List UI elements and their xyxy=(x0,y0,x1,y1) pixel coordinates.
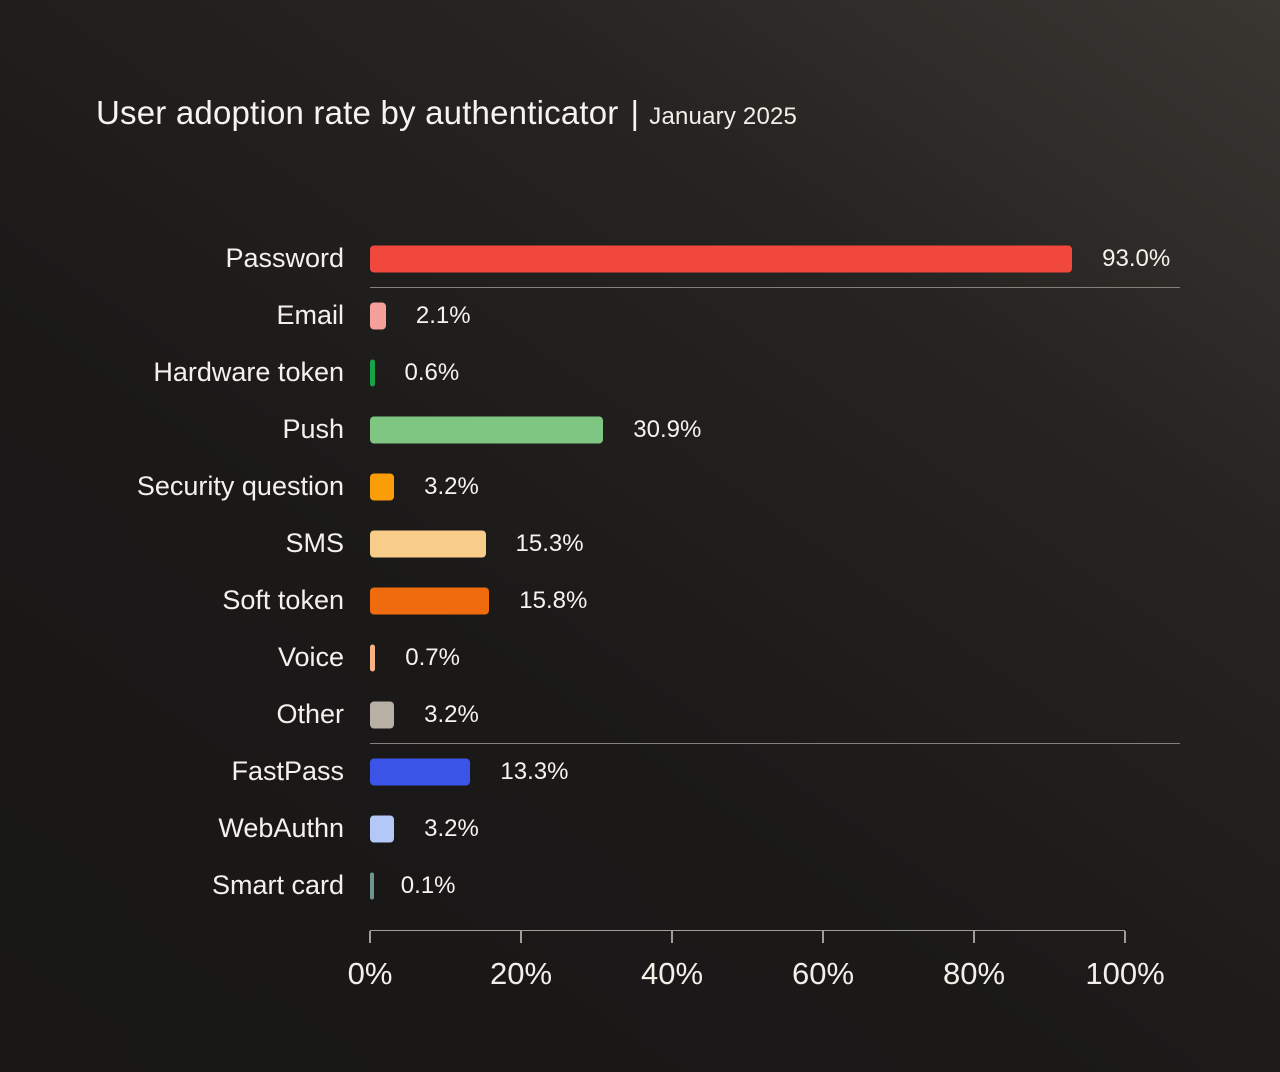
bar-rows: Password 93.0% Email 2.1% Hardware token 0.6%… xyxy=(0,230,1180,914)
value-label: 3.2% xyxy=(424,472,479,500)
chart-row: Voice 0.7% xyxy=(0,629,1180,686)
bar xyxy=(370,245,1073,272)
bar-area: 3.2% xyxy=(370,458,1125,515)
chart-row: Hardware token 0.6% xyxy=(0,344,1180,401)
category-label: FastPass xyxy=(231,756,344,786)
value-label: 0.6% xyxy=(404,358,460,386)
axis-tick xyxy=(1124,931,1126,943)
category-label: Hardware token xyxy=(153,357,344,387)
axis-tick-label: 100% xyxy=(1085,956,1165,991)
bar-area: 30.9% xyxy=(370,401,1125,458)
value-label: 0.7% xyxy=(405,643,460,671)
chart-row: Push 30.9% xyxy=(0,401,1180,458)
value-label: 15.8% xyxy=(519,586,588,614)
category-label: Voice xyxy=(277,642,344,672)
chart-row: Smart card 0.1% xyxy=(0,857,1180,914)
bar-area: 15.3% xyxy=(370,515,1125,572)
axis-tick xyxy=(520,931,522,943)
bar-area: 0.7% xyxy=(370,629,1125,686)
category-label: Password xyxy=(225,243,344,273)
chart-row: Soft token 15.8% xyxy=(0,572,1180,629)
x-axis xyxy=(369,930,1126,943)
value-label: 0.1% xyxy=(400,871,456,899)
bar xyxy=(370,758,471,785)
category-label: Other xyxy=(276,699,344,729)
bar-area: 93.0% xyxy=(370,230,1170,287)
axis-tick xyxy=(671,931,673,943)
chart-row: WebAuthn 3.2% xyxy=(0,800,1180,857)
bar xyxy=(370,416,604,443)
value-label: 15.3% xyxy=(515,529,584,557)
bar-area: 15.8% xyxy=(370,572,1125,629)
axis-tick-label: 80% xyxy=(942,956,1006,991)
bar xyxy=(370,473,395,500)
bar xyxy=(370,530,486,557)
x-axis-tick-labels: 0% 20% 40% 60% 80% 100% xyxy=(348,956,1165,1000)
chart-row: Other 3.2% xyxy=(0,686,1180,744)
category-label: WebAuthn xyxy=(218,813,344,843)
bar-area: 3.2% xyxy=(370,800,1125,857)
category-label: SMS xyxy=(285,528,344,558)
category-label: Smart card xyxy=(211,870,344,900)
chart-title-main: User adoption rate by authenticator xyxy=(96,94,619,131)
bar-area: 0.1% xyxy=(370,857,1125,914)
axis-tick-label: 60% xyxy=(791,956,855,991)
category-label: Security question xyxy=(136,471,344,501)
bar xyxy=(370,587,490,614)
bar xyxy=(370,815,395,842)
category-label: Soft token xyxy=(222,585,344,615)
value-label: 93.0% xyxy=(1102,244,1171,272)
chart-row: Email 2.1% xyxy=(0,287,1180,344)
axis-tick xyxy=(369,931,371,943)
value-label: 13.3% xyxy=(500,757,569,785)
axis-tick xyxy=(822,931,824,943)
chart-title-separator: | xyxy=(630,94,640,131)
axis-tick-label: 20% xyxy=(489,956,553,991)
category-label: Email xyxy=(276,300,344,330)
bar-area: 2.1% xyxy=(370,287,1125,344)
chart-subtitle: January 2025 xyxy=(649,103,798,130)
bar xyxy=(370,872,374,899)
bar-area: 0.6% xyxy=(370,344,1125,401)
value-label: 30.9% xyxy=(633,415,702,443)
value-label: 3.2% xyxy=(424,814,479,842)
chart-row: Password 93.0% xyxy=(0,230,1180,288)
category-label: Push xyxy=(282,414,344,444)
bar-area: 13.3% xyxy=(370,743,1125,800)
bar xyxy=(370,302,386,329)
axis-tick-label: 40% xyxy=(640,956,704,991)
value-label: 2.1% xyxy=(415,301,471,329)
chart-title: User adoption rate by authenticator | Janu… xyxy=(96,94,797,132)
bar xyxy=(370,644,376,671)
bar xyxy=(370,701,395,728)
chart-row: FastPass 13.3% xyxy=(0,743,1180,800)
axis-tick-label: 0% xyxy=(347,956,393,991)
value-label: 3.2% xyxy=(424,700,479,728)
bar-area: 3.2% xyxy=(370,686,1125,743)
chart-row: SMS 15.3% xyxy=(0,515,1180,572)
axis-tick xyxy=(973,931,975,943)
chart-row: Security question 3.2% xyxy=(0,458,1180,515)
bar xyxy=(370,359,375,386)
